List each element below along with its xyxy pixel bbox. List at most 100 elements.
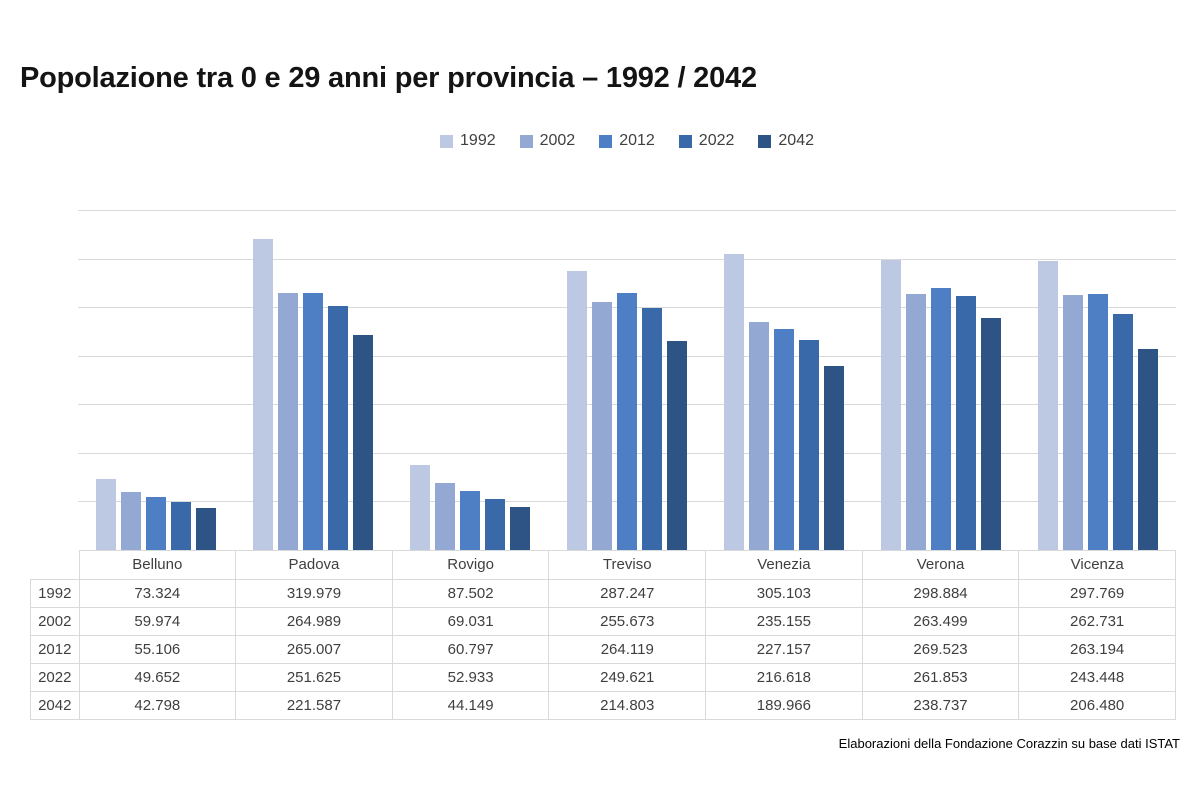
value-cell-treviso-2012: 264.119 — [548, 635, 707, 664]
legend-label: 2012 — [619, 132, 655, 149]
column-header-vicenza: Vicenza — [1018, 550, 1176, 580]
legend-label: 2042 — [778, 132, 814, 149]
value-cell-treviso-2002: 255.673 — [548, 607, 707, 636]
value-cell-belluno-2042: 42.798 — [78, 691, 237, 720]
value-cell-padova-2042: 221.587 — [235, 691, 393, 720]
bar-vicenza-2042 — [1137, 349, 1158, 550]
table-row-2012: 2012 55.106 265.007 60.797 264.119 227.157 269… — [30, 635, 1176, 664]
column-header-rovigo: Rovigo — [391, 550, 550, 580]
column-header-treviso: Treviso — [548, 550, 707, 580]
bar-treviso-2012 — [617, 293, 637, 550]
value-cell-verona-2022: 261.853 — [861, 663, 1020, 692]
bar-vicenza-2012 — [1087, 294, 1108, 550]
table-row-1992: 1992 73.324 319.979 87.502 287.247 305.103 298… — [30, 579, 1176, 608]
bar-padova-1992 — [253, 239, 274, 550]
legend-item-2012: 2012 — [599, 132, 655, 150]
bar-groups — [78, 210, 1176, 550]
value-cell-treviso-2022: 249.621 — [548, 663, 707, 692]
value-cell-rovigo-2042: 44.149 — [391, 691, 550, 720]
table-row-2042: 2042 42.798 221.587 44.149 214.803 189.966 238… — [30, 691, 1176, 720]
data-table: Belluno Padova Rovigo Treviso Venezia Verona V… — [30, 550, 1176, 720]
bar-group-padova — [235, 210, 392, 550]
value-cell-padova-2012: 265.007 — [235, 635, 393, 664]
value-cell-padova-1992: 319.979 — [235, 579, 393, 608]
bar-group-verona — [862, 210, 1019, 550]
bar-vicenza-2022 — [1112, 313, 1133, 550]
bar-padova-2022 — [328, 305, 349, 550]
legend-swatch-icon — [758, 134, 772, 148]
row-header-year: 2042 — [30, 691, 80, 720]
bar-treviso-1992 — [567, 271, 587, 550]
table-row-2022: 2022 49.652 251.625 52.933 249.621 216.618 261… — [30, 663, 1176, 692]
value-cell-rovigo-2002: 69.031 — [391, 607, 550, 636]
column-header-belluno: Belluno — [78, 550, 237, 580]
legend-label: 2002 — [539, 132, 576, 149]
bar-venezia-2022 — [798, 339, 819, 550]
value-cell-belluno-2022: 49.652 — [78, 663, 237, 692]
row-header-year: 2022 — [30, 663, 80, 692]
value-cell-vicenza-1992: 297.769 — [1018, 579, 1176, 608]
value-cell-belluno-2012: 55.106 — [78, 635, 237, 664]
bar-venezia-2002 — [748, 321, 769, 550]
legend-item-2002: 2002 — [519, 132, 576, 150]
bar-treviso-2022 — [642, 307, 662, 550]
value-cell-verona-2012: 269.523 — [861, 635, 1020, 664]
bar-padova-2002 — [278, 292, 299, 550]
bar-venezia-2042 — [823, 365, 844, 550]
value-cell-verona-2042: 238.737 — [861, 691, 1020, 720]
bar-treviso-2002 — [592, 301, 612, 550]
bar-group-rovigo — [392, 210, 549, 550]
legend-swatch-icon — [519, 134, 533, 148]
legend-item-2042: 2042 — [758, 132, 814, 150]
chart-legend: 1992 2002 2012 2022 2042 — [78, 132, 1176, 150]
bar-belluno-2012 — [146, 496, 167, 550]
value-cell-rovigo-2012: 60.797 — [391, 635, 550, 664]
bar-rovigo-1992 — [410, 465, 431, 550]
chart-title: Popolazione tra 0 e 29 anni per provinci… — [20, 62, 757, 94]
bar-verona-2022 — [955, 295, 976, 550]
bar-treviso-2042 — [667, 341, 687, 550]
gridline — [78, 210, 1176, 211]
legend-item-2022: 2022 — [678, 132, 734, 150]
column-header-padova: Padova — [235, 550, 393, 580]
row-header-year: 2012 — [30, 635, 80, 664]
bar-rovigo-2022 — [485, 498, 506, 550]
bar-verona-2002 — [905, 294, 926, 550]
legend-swatch-icon — [678, 134, 692, 148]
bar-vicenza-2002 — [1062, 294, 1083, 550]
bar-venezia-1992 — [723, 253, 744, 550]
bar-group-vicenza — [1019, 210, 1176, 550]
bar-belluno-1992 — [96, 478, 117, 550]
value-cell-venezia-1992: 305.103 — [705, 579, 863, 608]
value-cell-venezia-2002: 235.155 — [705, 607, 863, 636]
column-header-venezia: Venezia — [705, 550, 863, 580]
gridline — [78, 258, 1176, 260]
value-cell-vicenza-2022: 243.448 — [1018, 663, 1176, 692]
row-header-year: 1992 — [30, 579, 80, 608]
bar-group-venezia — [705, 210, 862, 550]
bar-group-treviso — [549, 210, 706, 550]
legend-swatch-icon — [440, 134, 454, 148]
value-cell-belluno-2002: 59.974 — [78, 607, 237, 636]
bar-belluno-2022 — [171, 501, 192, 550]
column-header-verona: Verona — [861, 550, 1020, 580]
bar-padova-2042 — [353, 334, 374, 550]
bar-belluno-2002 — [121, 491, 142, 550]
legend-item-1992: 1992 — [440, 132, 496, 150]
value-cell-belluno-1992: 73.324 — [78, 579, 237, 608]
footer-credit: Elaborazioni della Fondazione Corazzin s… — [838, 736, 1180, 751]
value-cell-treviso-1992: 287.247 — [548, 579, 707, 608]
legend-swatch-icon — [599, 134, 613, 148]
bar-verona-2012 — [930, 288, 951, 550]
table-corner-cell — [30, 550, 80, 580]
bar-verona-1992 — [880, 259, 901, 550]
value-cell-rovigo-2022: 52.933 — [391, 663, 550, 692]
value-cell-venezia-2022: 216.618 — [705, 663, 863, 692]
table-row-2002: 2002 59.974 264.989 69.031 255.673 235.155 263… — [30, 607, 1176, 636]
bar-padova-2012 — [303, 292, 324, 550]
bar-venezia-2012 — [773, 329, 794, 550]
value-cell-venezia-2012: 227.157 — [705, 635, 863, 664]
value-cell-verona-2002: 263.499 — [861, 607, 1020, 636]
table-header-row: Belluno Padova Rovigo Treviso Venezia Verona V… — [30, 550, 1176, 580]
bar-belluno-2042 — [196, 508, 217, 550]
